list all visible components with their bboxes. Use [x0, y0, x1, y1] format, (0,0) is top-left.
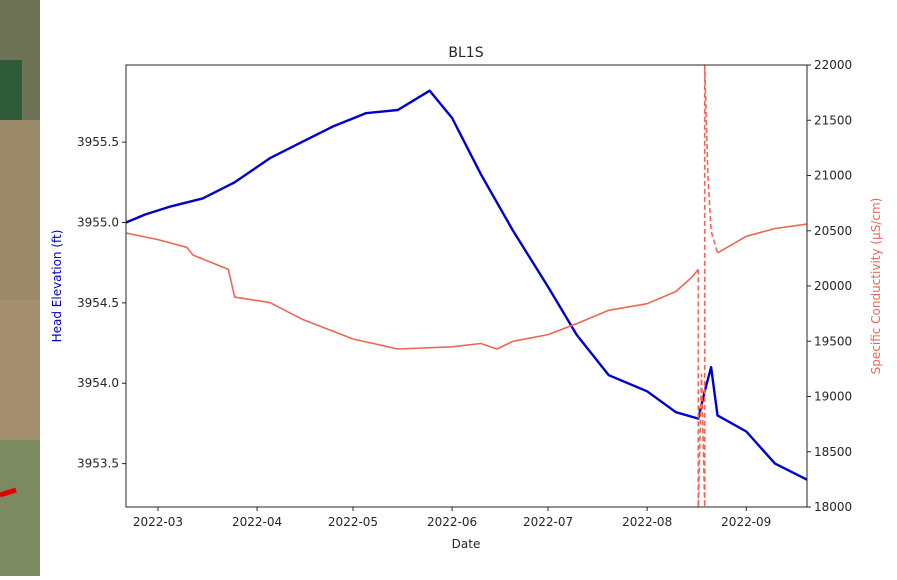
conductivity-line-1 — [125, 232, 699, 350]
chart-title: BL1S — [448, 45, 483, 61]
right-tick-label-4: 20000 — [814, 279, 852, 293]
x-tick-label-3: 2022-06 — [427, 515, 477, 529]
left-axis-ticks: 3953.5 3954.0 3954.5 3955.0 3955.5 — [77, 135, 126, 471]
conductivity-line-3 — [717, 223, 808, 254]
x-axis-ticks: 2022-03 2022-04 2022-05 2022-06 2022-07 2022-… — [133, 507, 771, 529]
right-tick-label-1: 18500 — [814, 445, 852, 459]
plot-lines — [125, 64, 808, 508]
right-tick-label-2: 19000 — [814, 390, 852, 404]
satellite-map-image — [0, 0, 40, 576]
right-tick-label-8: 22000 — [814, 58, 852, 72]
x-tick-label-6: 2022-09 — [721, 515, 771, 529]
right-axis-ticks: 18000 18500 19000 19500 20000 20500 21000 21500… — [807, 58, 852, 514]
left-tick-label-0: 3953.5 — [77, 457, 119, 471]
x-tick-label-5: 2022-08 — [622, 515, 672, 529]
x-axis-label: Date — [452, 537, 481, 551]
left-tick-label-2: 3954.5 — [77, 296, 119, 310]
x-tick-label-2: 2022-05 — [328, 515, 378, 529]
right-tick-label-3: 19500 — [814, 334, 852, 348]
right-tick-label-5: 20500 — [814, 224, 852, 238]
x-tick-label-0: 2022-03 — [133, 515, 183, 529]
left-axis-label: Head Elevation (ft) — [50, 230, 64, 343]
right-tick-label-6: 21000 — [814, 169, 852, 183]
conductivity-line-2 — [697, 64, 719, 508]
left-tick-label-3: 3955.0 — [77, 216, 119, 230]
left-tick-label-4: 3955.5 — [77, 135, 119, 149]
right-tick-label-7: 21500 — [814, 113, 852, 127]
right-tick-label-0: 18000 — [814, 500, 852, 514]
satellite-map-strip — [0, 0, 40, 576]
left-tick-label-1: 3954.0 — [77, 376, 119, 390]
x-tick-label-4: 2022-07 — [523, 515, 573, 529]
head-elevation-line-0 — [125, 89, 808, 481]
x-tick-label-1: 2022-04 — [232, 515, 282, 529]
right-axis-label: Specific Conductivity (µS/cm) — [869, 198, 883, 375]
